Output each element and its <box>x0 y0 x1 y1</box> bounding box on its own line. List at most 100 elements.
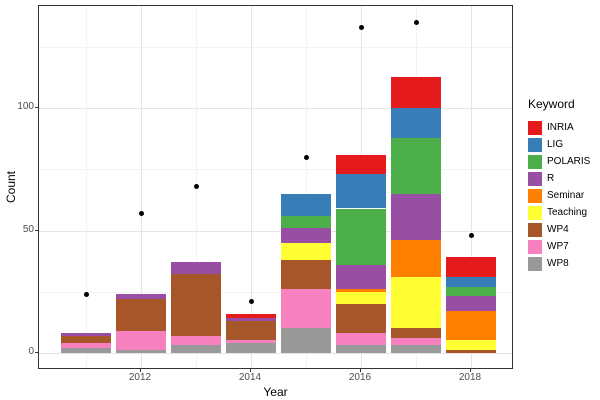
data-point-2014 <box>248 298 254 304</box>
legend-item-label: WP7 <box>547 241 569 252</box>
legend-key-swatch <box>528 205 542 220</box>
x-tick-mark <box>140 369 141 372</box>
gridline-minor-horizontal <box>39 169 512 171</box>
bar-segment-inria-2017 <box>391 76 441 109</box>
gridline-minor-vertical <box>306 6 307 368</box>
y-tick-label: 50 <box>22 223 34 235</box>
legend-key-swatch <box>528 137 542 152</box>
legend-key-swatch <box>528 239 542 254</box>
y-tick-mark <box>35 351 38 353</box>
bar-segment-polaris-2017 <box>391 137 441 194</box>
bar-segment-wp8-2015 <box>281 328 331 353</box>
data-point-2015 <box>303 154 309 160</box>
legend-item-polaris: POLARIS <box>528 153 600 170</box>
bar-segment-wp7-2012 <box>116 330 166 351</box>
legend-key-swatch <box>528 256 542 271</box>
y-tick-mark <box>35 107 38 109</box>
bar-segment-lig-2015 <box>281 193 331 216</box>
gridline-major-horizontal <box>39 230 512 232</box>
bar-segment-inria-2018 <box>446 257 496 277</box>
legend-item-label: Seminar <box>547 190 585 201</box>
legend-item-label: WP4 <box>547 224 569 235</box>
legend-key-swatch <box>528 154 542 169</box>
bar-segment-wp7-2011 <box>61 342 111 348</box>
bar-segment-teaching-2016 <box>336 291 386 304</box>
bar-segment-wp4-2016 <box>336 303 386 334</box>
bar-segment-seminar-2018 <box>446 311 496 341</box>
legend-items: INRIA LIG POLARIS R Seminar Teaching WP4 WP7 WP8 <box>528 119 600 272</box>
legend-item-label: WP8 <box>547 258 569 269</box>
bar-segment-lig-2017 <box>391 108 441 138</box>
bar-segment-wp8-2014 <box>226 342 276 353</box>
bar-segment-wp7-2017 <box>391 338 441 346</box>
gridline-minor-horizontal <box>39 47 512 49</box>
legend-item-teaching: Teaching <box>528 204 600 221</box>
bar-segment-wp4-2017 <box>391 328 441 339</box>
y-tick-mark <box>35 229 38 231</box>
x-tick-mark <box>250 369 251 372</box>
bar-segment-inria-2016 <box>336 154 386 175</box>
data-point-2012 <box>138 210 144 216</box>
legend-item-label: POLARIS <box>547 156 591 167</box>
x-tick-label: 2014 <box>238 372 262 383</box>
bar-segment-wp4-2015 <box>281 259 331 290</box>
gridline-minor-vertical <box>86 6 87 368</box>
gridline-major-vertical <box>251 6 252 368</box>
gridline-major-horizontal <box>39 352 512 354</box>
bar-segment-wp8-2011 <box>61 347 111 353</box>
legend-key-swatch <box>528 120 542 135</box>
legend-item-label: Teaching <box>547 207 588 218</box>
legend-item-wp8: WP8 <box>528 255 600 272</box>
bar-segment-r-2015 <box>281 228 331 243</box>
gridline-major-horizontal <box>39 108 512 110</box>
plot-panel <box>38 5 513 369</box>
bar-segment-r-2012 <box>116 294 166 299</box>
bar-segment-wp4-2014 <box>226 320 276 341</box>
data-point-2011 <box>83 291 89 297</box>
bar-segment-seminar-2016 <box>336 289 386 292</box>
bar-segment-r-2016 <box>336 264 386 290</box>
y-tick-label: 100 <box>17 101 34 113</box>
x-tick-label: 2016 <box>348 372 372 383</box>
data-point-2016 <box>358 25 364 31</box>
legend-item-label: LIG <box>547 139 564 150</box>
legend-item-wp4: WP4 <box>528 221 600 238</box>
bar-segment-wp8-2017 <box>391 345 441 353</box>
legend: Keyword INRIA LIG POLARIS R Seminar Teaching W… <box>528 97 600 272</box>
legend-title: Keyword <box>528 97 575 111</box>
bar-segment-r-2014 <box>226 318 276 321</box>
bar-segment-polaris-2016 <box>336 208 386 265</box>
data-point-2018 <box>468 232 474 238</box>
x-tick-label: 2018 <box>458 372 482 383</box>
bar-segment-r-2013 <box>171 262 221 275</box>
bar-segment-teaching-2018 <box>446 340 496 351</box>
legend-item-r: R <box>528 170 600 187</box>
x-tick-mark <box>360 369 361 372</box>
x-tick-mark <box>470 369 471 372</box>
bar-segment-teaching-2017 <box>391 276 441 329</box>
gridline-minor-horizontal <box>39 291 512 293</box>
bar-segment-wp8-2016 <box>336 345 386 353</box>
bar-segment-polaris-2018 <box>446 286 496 297</box>
bar-segment-seminar-2017 <box>391 240 441 277</box>
bar-segment-wp7-2013 <box>171 335 221 346</box>
legend-item-label: INRIA <box>547 122 574 133</box>
bar-segment-wp4-2011 <box>61 335 111 343</box>
legend-key-swatch <box>528 171 542 186</box>
bar-segment-lig-2018 <box>446 276 496 287</box>
bar-segment-wp4-2012 <box>116 298 166 331</box>
bar-segment-wp7-2016 <box>336 333 386 346</box>
bar-segment-wp4-2013 <box>171 274 221 336</box>
bar-segment-polaris-2015 <box>281 215 331 229</box>
bar-segment-r-2018 <box>446 296 496 312</box>
y-axis-title: Count <box>4 170 18 204</box>
x-axis-title: Year <box>263 385 288 399</box>
gridline-major-vertical <box>141 6 142 368</box>
legend-item-label: R <box>547 173 555 184</box>
bar-segment-wp8-2013 <box>171 345 221 353</box>
legend-key-swatch <box>528 222 542 237</box>
legend-item-lig: LIG <box>528 136 600 153</box>
y-tick-label: 0 <box>28 345 34 357</box>
bar-segment-teaching-2015 <box>281 242 331 260</box>
